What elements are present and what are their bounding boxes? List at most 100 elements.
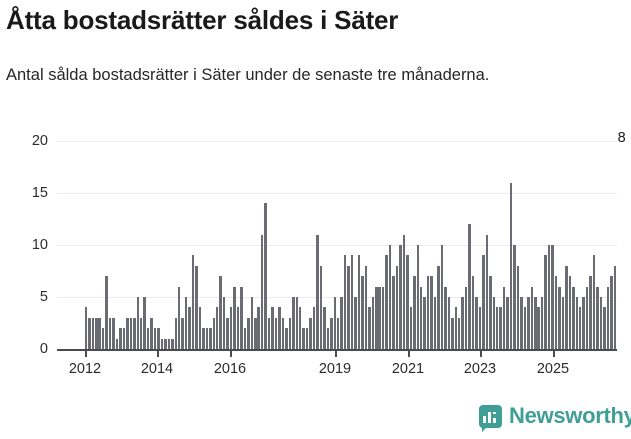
bar[interactable] [381,286,385,349]
bar[interactable] [547,245,551,349]
bar[interactable] [254,317,257,349]
bar[interactable] [91,317,95,349]
bar[interactable] [330,317,333,349]
bar[interactable] [502,286,506,349]
bar[interactable] [457,317,461,349]
bar[interactable] [385,255,388,349]
bar[interactable] [527,297,530,349]
bar[interactable] [229,307,233,349]
bar[interactable] [323,307,326,349]
bar[interactable] [292,297,295,349]
bar[interactable] [302,328,305,349]
bar[interactable] [188,307,191,349]
bar[interactable] [226,317,229,349]
bar[interactable] [568,276,572,349]
bar[interactable] [544,255,547,349]
bar[interactable] [274,317,278,349]
bar[interactable] [191,255,195,349]
bar[interactable] [558,286,561,349]
bar[interactable] [350,255,354,349]
bar[interactable] [88,317,91,349]
bar[interactable] [105,276,108,349]
bar[interactable] [285,328,288,349]
bar[interactable] [250,297,254,349]
bar[interactable] [195,265,198,349]
bar[interactable] [388,245,392,349]
bar[interactable] [575,297,578,349]
bar[interactable] [240,286,243,349]
bar[interactable] [288,317,292,349]
bar[interactable] [582,297,585,349]
bar[interactable] [222,297,226,349]
bar[interactable] [167,338,171,349]
bar[interactable] [399,245,402,349]
bar[interactable] [572,286,575,349]
bar[interactable] [499,307,502,349]
bar[interactable] [298,307,302,349]
bar[interactable] [119,328,122,349]
bar[interactable] [219,276,222,349]
bar[interactable] [409,307,413,349]
bar[interactable] [413,276,416,349]
bar[interactable] [561,297,565,349]
bar[interactable] [368,307,371,349]
bar[interactable] [278,307,281,349]
bar[interactable] [257,307,260,349]
bar[interactable] [153,328,157,349]
bar[interactable] [160,338,164,349]
bar[interactable] [530,286,534,349]
bar[interactable] [126,317,129,349]
bar[interactable] [375,286,378,349]
bar[interactable] [281,317,285,349]
bar[interactable] [157,328,160,349]
bar[interactable] [592,255,596,349]
bar[interactable] [489,276,492,349]
bar[interactable] [347,265,350,349]
bar[interactable] [451,317,454,349]
bar[interactable] [395,265,399,349]
bar[interactable] [589,276,592,349]
bar[interactable] [177,286,181,349]
bar[interactable] [319,265,323,349]
bar[interactable] [316,234,319,349]
bar[interactable] [444,286,447,349]
bar[interactable] [364,265,368,349]
bar[interactable] [340,297,343,349]
bar[interactable] [437,265,440,349]
bar[interactable] [454,307,457,349]
bar[interactable] [247,317,250,349]
bar[interactable] [216,307,219,349]
bar[interactable] [164,338,167,349]
bar[interactable] [520,297,523,349]
bar[interactable] [513,245,516,349]
newsworthy-logo[interactable]: Newsworthy [479,403,631,432]
bar[interactable] [209,328,212,349]
bar[interactable] [202,328,205,349]
bar[interactable] [112,317,115,349]
bar[interactable] [95,317,98,349]
bar[interactable] [485,234,489,349]
bar[interactable] [122,328,126,349]
bar[interactable] [433,297,437,349]
bar[interactable] [243,328,247,349]
bar[interactable] [309,317,312,349]
bar[interactable] [516,265,520,349]
bar[interactable] [337,317,340,349]
bar[interactable] [343,255,347,349]
bar[interactable] [596,286,599,349]
bar[interactable] [534,297,537,349]
bar[interactable] [423,297,426,349]
bar[interactable] [565,265,568,349]
bar[interactable] [610,276,613,349]
bar[interactable] [468,224,471,349]
bar[interactable] [475,297,478,349]
bar[interactable] [264,203,267,349]
bar[interactable] [523,307,527,349]
bar[interactable] [326,328,330,349]
bar[interactable] [482,255,485,349]
bar[interactable] [402,234,406,349]
bar[interactable] [540,297,544,349]
bar[interactable] [603,307,606,349]
bar[interactable] [150,317,153,349]
bar[interactable] [174,317,177,349]
